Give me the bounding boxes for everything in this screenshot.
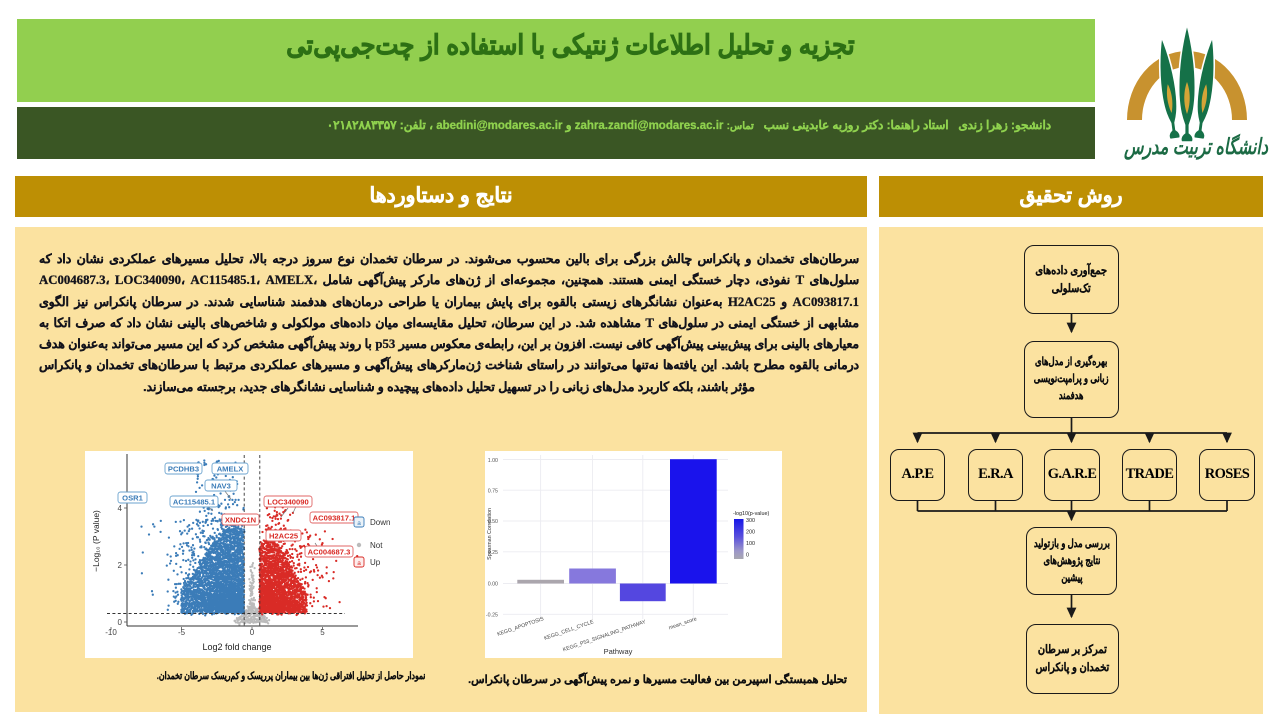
- svg-text:Pathway: Pathway: [604, 647, 633, 656]
- svg-text:Log2 fold change: Log2 fold change: [202, 642, 271, 652]
- svg-text:دانشگاه تربیت مدرس: دانشگاه تربیت مدرس: [1123, 133, 1269, 160]
- svg-text:AMELX: AMELX: [217, 465, 244, 474]
- svg-text:AC004687.3: AC004687.3: [308, 548, 351, 557]
- svg-text:XNDC1N: XNDC1N: [225, 516, 256, 525]
- svg-text:0.25: 0.25: [488, 550, 498, 556]
- svg-text:1.00: 1.00: [488, 458, 498, 464]
- svg-text:0.50: 0.50: [488, 519, 498, 525]
- svg-text:PCDHB3: PCDHB3: [168, 465, 199, 474]
- svg-text:-10: -10: [105, 628, 117, 637]
- svg-text:a: a: [357, 520, 361, 527]
- svg-text:Not: Not: [370, 541, 383, 550]
- svg-text:2: 2: [118, 561, 123, 570]
- svg-text:0: 0: [746, 553, 749, 559]
- svg-text:0: 0: [250, 628, 255, 637]
- svg-text:LOC340090: LOC340090: [267, 498, 308, 507]
- svg-text:4: 4: [118, 504, 123, 513]
- svg-text:-log10(p-value): -log10(p-value): [733, 511, 769, 517]
- svg-text:AC115485.1: AC115485.1: [173, 498, 216, 507]
- svg-text:NAV3: NAV3: [211, 482, 231, 491]
- svg-text:Spearman Correlation: Spearman Correlation: [487, 508, 493, 560]
- svg-text:0: 0: [118, 618, 123, 627]
- svg-text:Down: Down: [370, 518, 390, 527]
- svg-text:0.75: 0.75: [488, 489, 498, 495]
- svg-text:-5: -5: [178, 628, 186, 637]
- svg-text:Up: Up: [370, 558, 381, 567]
- svg-text:H2AC25: H2AC25: [269, 532, 299, 541]
- svg-text:200: 200: [746, 530, 755, 536]
- svg-text:0.00: 0.00: [488, 582, 498, 588]
- svg-text:a: a: [357, 560, 361, 567]
- svg-text:AC093817.1: AC093817.1: [313, 514, 356, 523]
- svg-text:−Log₁₀ (P value): −Log₁₀ (P value): [91, 510, 101, 572]
- svg-text:300: 300: [746, 518, 755, 524]
- svg-text:-0.25: -0.25: [486, 613, 498, 619]
- svg-text:OSR1: OSR1: [122, 494, 143, 503]
- svg-text:5: 5: [320, 628, 325, 637]
- svg-text:100: 100: [746, 541, 755, 547]
